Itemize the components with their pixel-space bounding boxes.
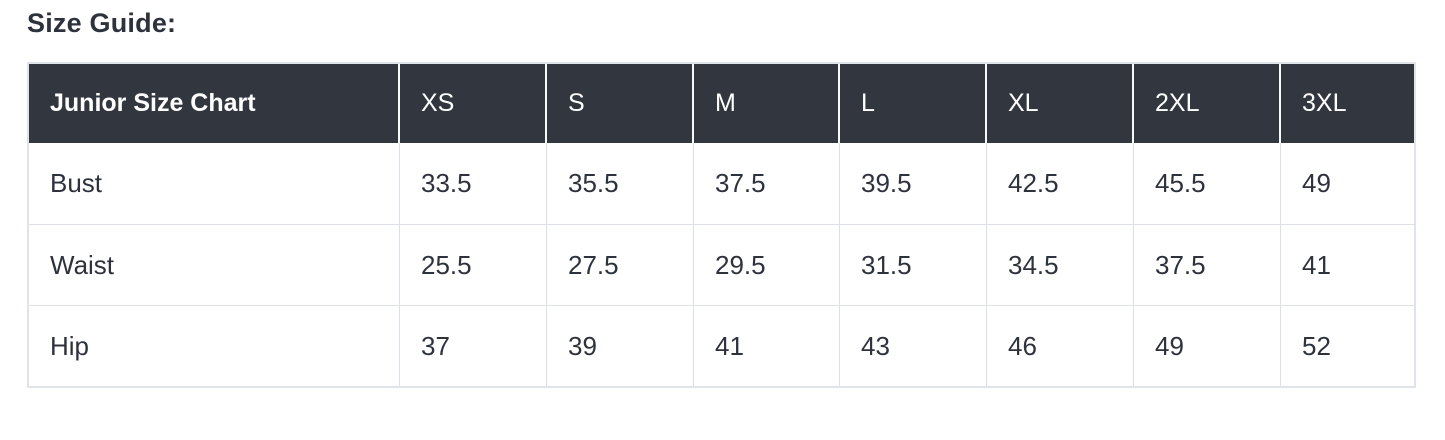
header-cell-size-s: S <box>547 64 694 143</box>
measurement-cell: 25.5 <box>400 224 547 305</box>
measurement-cell: 31.5 <box>840 224 987 305</box>
header-cell-size-xl: XL <box>987 64 1134 143</box>
header-cell-size-m: M <box>694 64 840 143</box>
measurement-cell: 46 <box>987 305 1134 386</box>
table-row-waist: Waist 25.5 27.5 29.5 31.5 34.5 37.5 41 <box>29 224 1414 305</box>
size-guide-section: Size Guide: Junior Size Chart XS S M L X… <box>27 8 1416 388</box>
measurement-cell: 35.5 <box>547 143 694 224</box>
header-cell-size-3xl: 3XL <box>1281 64 1414 143</box>
measurement-cell: 49 <box>1134 305 1281 386</box>
row-label-bust: Bust <box>29 143 400 224</box>
measurement-cell: 29.5 <box>694 224 840 305</box>
measurement-cell: 33.5 <box>400 143 547 224</box>
measurement-cell: 42.5 <box>987 143 1134 224</box>
header-cell-chart-name: Junior Size Chart <box>29 64 400 143</box>
header-cell-size-2xl: 2XL <box>1134 64 1281 143</box>
header-cell-size-l: L <box>840 64 987 143</box>
measurement-cell: 43 <box>840 305 987 386</box>
header-cell-size-xs: XS <box>400 64 547 143</box>
section-title: Size Guide: <box>27 8 177 38</box>
measurement-cell: 49 <box>1281 143 1414 224</box>
measurement-cell: 45.5 <box>1134 143 1281 224</box>
table-header: Junior Size Chart XS S M L XL 2XL 3XL <box>29 64 1414 143</box>
measurement-cell: 37 <box>400 305 547 386</box>
row-label-waist: Waist <box>29 224 400 305</box>
junior-size-chart-table: Junior Size Chart XS S M L XL 2XL 3XL Bu… <box>27 62 1416 388</box>
row-label-hip: Hip <box>29 305 400 386</box>
measurement-cell: 41 <box>1281 224 1414 305</box>
measurement-cell: 39 <box>547 305 694 386</box>
measurement-cell: 39.5 <box>840 143 987 224</box>
header-row: Junior Size Chart XS S M L XL 2XL 3XL <box>29 64 1414 143</box>
measurement-cell: 41 <box>694 305 840 386</box>
measurement-cell: 37.5 <box>694 143 840 224</box>
measurement-cell: 52 <box>1281 305 1414 386</box>
table-row-bust: Bust 33.5 35.5 37.5 39.5 42.5 45.5 49 <box>29 143 1414 224</box>
table-row-hip: Hip 37 39 41 43 46 49 52 <box>29 305 1414 386</box>
measurement-cell: 37.5 <box>1134 224 1281 305</box>
measurement-cell: 34.5 <box>987 224 1134 305</box>
measurement-cell: 27.5 <box>547 224 694 305</box>
table-body: Bust 33.5 35.5 37.5 39.5 42.5 45.5 49 Wa… <box>29 143 1414 386</box>
